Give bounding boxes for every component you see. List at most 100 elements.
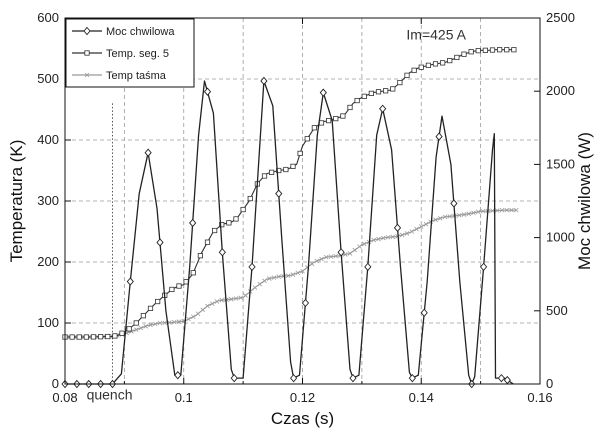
data-point xyxy=(379,104,387,113)
data-point xyxy=(333,115,339,122)
legend-item: Moc chwilowa xyxy=(72,26,175,38)
y-right-axis-title: Moc chwilowa (W) xyxy=(575,132,594,270)
data-point xyxy=(219,297,225,303)
data-point xyxy=(437,216,443,221)
data-point xyxy=(471,210,476,216)
series-layer xyxy=(61,47,519,389)
tick-marks xyxy=(64,17,541,385)
data-point xyxy=(489,47,496,53)
data-point xyxy=(189,218,197,228)
data-point xyxy=(450,199,458,208)
data-point xyxy=(301,298,310,308)
data-point xyxy=(119,330,125,336)
series-line xyxy=(65,80,514,385)
data-point xyxy=(475,48,481,54)
legend-swatch-marker xyxy=(84,72,90,78)
data-point xyxy=(162,320,168,326)
data-point xyxy=(98,334,104,340)
data-point xyxy=(497,373,505,383)
data-point xyxy=(266,276,272,281)
y-right-tick-label: 2000 xyxy=(546,83,575,98)
data-point xyxy=(511,47,517,53)
data-point xyxy=(240,206,246,213)
legend-swatch-marker xyxy=(83,26,91,36)
data-point xyxy=(490,208,495,214)
data-point xyxy=(432,61,439,67)
data-point xyxy=(276,274,282,279)
y-left-tick-label: 0 xyxy=(52,376,59,391)
data-point xyxy=(390,86,396,92)
data-point xyxy=(409,229,415,234)
data-point xyxy=(155,298,161,305)
data-point xyxy=(461,212,467,217)
data-point xyxy=(380,235,386,241)
data-point xyxy=(238,295,244,301)
data-point xyxy=(269,169,275,175)
legend-item: Temp. seg. 5 xyxy=(72,48,169,60)
data-point xyxy=(171,319,177,325)
data-point xyxy=(147,305,154,311)
data-point xyxy=(138,325,144,331)
y-left-tick-label: 200 xyxy=(37,254,59,269)
data-point xyxy=(404,231,410,236)
data-point xyxy=(83,334,89,340)
data-point xyxy=(440,60,446,66)
series-line xyxy=(65,209,517,338)
data-point xyxy=(214,299,220,304)
data-point xyxy=(169,286,175,293)
data-point xyxy=(218,248,226,257)
data-point xyxy=(252,285,258,290)
y-left-axis-title: Temperatura (K) xyxy=(7,140,26,263)
data-point xyxy=(504,207,510,213)
data-point xyxy=(326,118,332,124)
legend-swatch-marker xyxy=(84,50,90,56)
y-right-tick-labels: 0 500 1000 1500 2000 2500 xyxy=(546,10,575,391)
data-point xyxy=(183,279,189,285)
data-point xyxy=(260,76,268,86)
data-point xyxy=(290,163,296,169)
data-point xyxy=(340,113,346,119)
data-point xyxy=(376,236,381,242)
data-point xyxy=(257,281,263,287)
legend-label: Temp taśma xyxy=(106,70,167,82)
data-point xyxy=(247,195,253,202)
data-point xyxy=(226,220,232,226)
data-point xyxy=(480,262,488,272)
data-point xyxy=(352,247,358,253)
data-point xyxy=(76,334,82,340)
y-left-tick-label: 600 xyxy=(37,10,59,25)
data-point xyxy=(354,97,360,104)
data-point xyxy=(233,216,239,222)
current-annotation: Im=425 A xyxy=(406,26,466,42)
data-point xyxy=(126,277,134,286)
x-tick-label: 0.08 xyxy=(52,390,77,405)
data-point xyxy=(323,254,329,260)
x-axis-title: Czas (s) xyxy=(271,409,334,428)
data-point xyxy=(385,235,391,240)
data-point xyxy=(133,327,139,332)
data-point xyxy=(411,67,417,73)
data-point xyxy=(468,49,474,55)
data-point xyxy=(297,150,303,157)
data-point xyxy=(371,237,377,243)
quench-label: quench xyxy=(87,386,133,402)
series-line xyxy=(65,49,517,338)
data-point xyxy=(290,373,298,383)
y-right-tick-label: 1000 xyxy=(546,230,575,245)
data-point xyxy=(112,333,118,339)
data-point xyxy=(482,47,488,53)
data-point xyxy=(333,253,339,259)
data-point xyxy=(368,90,374,96)
data-point xyxy=(390,234,396,240)
legend-items: Moc chwilowa Temp. seg. 5 Temp taśma xyxy=(72,26,175,82)
data-point xyxy=(504,47,510,53)
series-markers xyxy=(62,47,517,340)
data-point xyxy=(195,311,201,317)
data-point xyxy=(318,120,325,126)
data-point xyxy=(283,166,289,173)
data-point xyxy=(509,207,514,213)
data-point xyxy=(513,207,519,213)
data-point xyxy=(105,333,111,340)
data-point xyxy=(357,244,362,249)
data-point xyxy=(433,217,438,223)
